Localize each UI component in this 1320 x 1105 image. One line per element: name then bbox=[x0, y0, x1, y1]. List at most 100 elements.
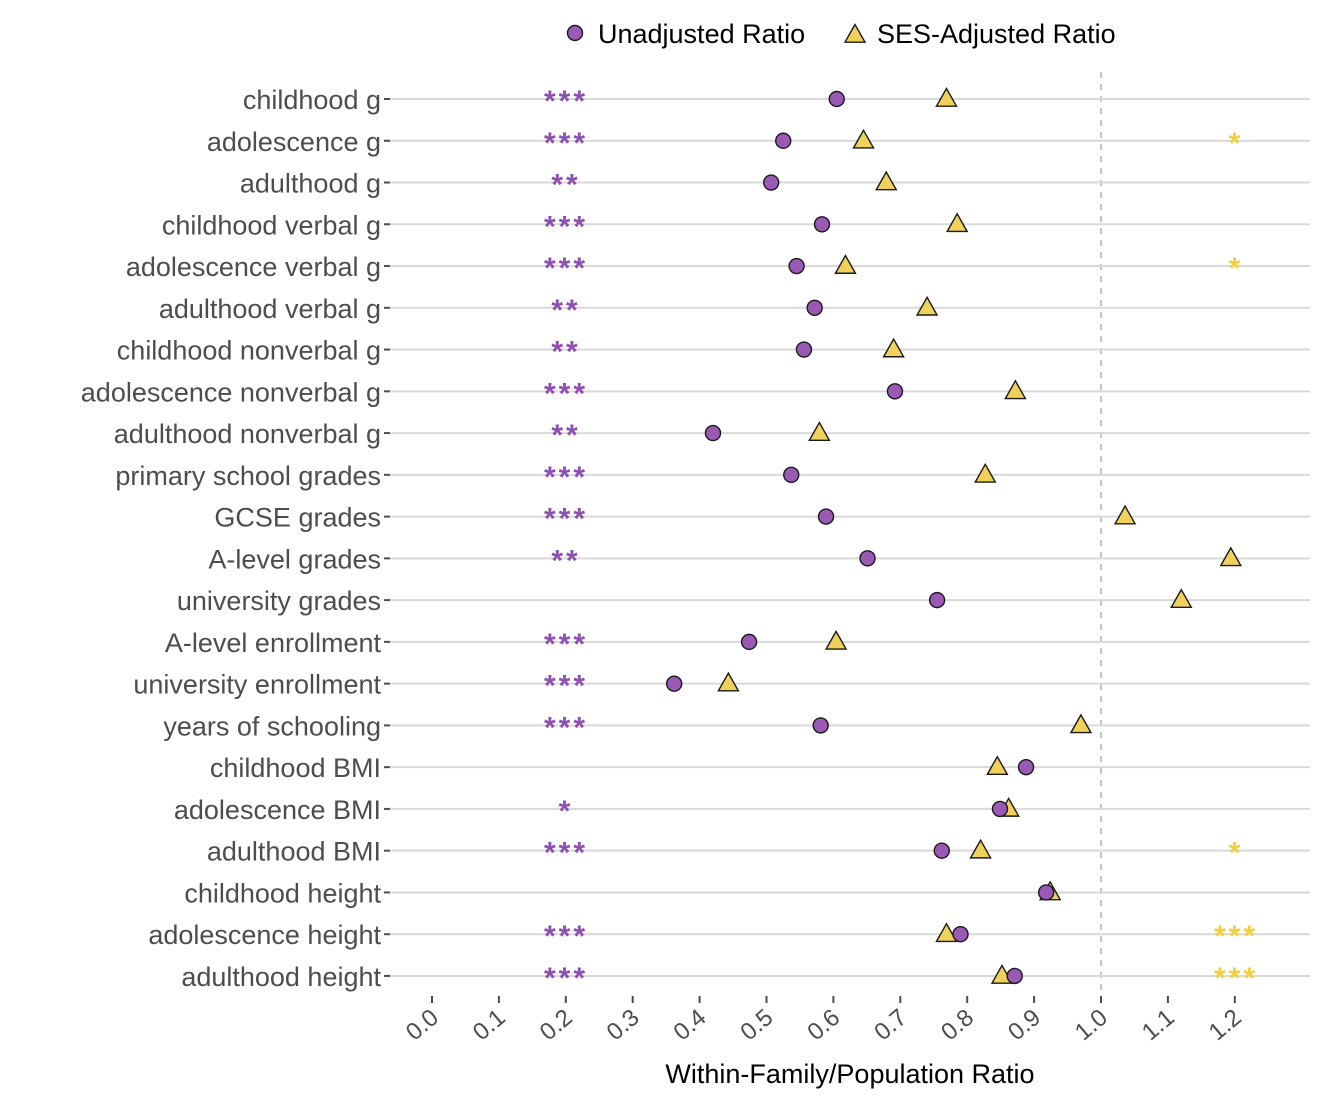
x-tick-label: 1.1 bbox=[1137, 1004, 1180, 1046]
x-axis: 0.0 0.1 0.2 0.3 0.4 0.5 0.6 0.7 0.8 0.9 1.0 1.1 1.2 bbox=[401, 996, 1247, 1046]
unadjusted-ratio-point bbox=[665, 675, 683, 692]
significance-unadjusted: * bbox=[559, 795, 574, 828]
adjusted-ratio-point bbox=[986, 755, 1009, 776]
significance-unadjusted: *** bbox=[544, 85, 588, 118]
unadjusted-ratio-point bbox=[704, 424, 722, 442]
unadjusted-ratio-point bbox=[1006, 967, 1023, 985]
significance-unadjusted: ** bbox=[551, 294, 580, 327]
significance-adjusted: * bbox=[1229, 127, 1244, 160]
unadjusted-ratio-point bbox=[952, 926, 969, 943]
adjusted-ratio-point bbox=[852, 128, 875, 149]
significance-markers: ****************************************… bbox=[544, 85, 1258, 995]
x-tick-label: 1.0 bbox=[1070, 1004, 1113, 1046]
adjusted-ratio-point bbox=[1069, 713, 1093, 734]
significance-unadjusted: *** bbox=[544, 252, 588, 285]
adjusted-ratio-point bbox=[969, 838, 992, 859]
x-tick-label: 0.7 bbox=[869, 1004, 912, 1046]
legend-adjusted-marker bbox=[843, 23, 867, 43]
adjusted-ratio-point bbox=[935, 87, 958, 107]
significance-unadjusted: ** bbox=[551, 419, 580, 452]
category-label: childhood verbal g bbox=[162, 210, 381, 240]
category-label: adulthood BMI bbox=[207, 837, 381, 867]
unadjusted-ratio-point bbox=[1017, 758, 1035, 776]
adjusted-ratio-point bbox=[1004, 379, 1027, 400]
x-tick-label: 0.0 bbox=[401, 1004, 444, 1046]
category-label: adolescence g bbox=[207, 127, 381, 157]
category-label: A-level grades bbox=[208, 544, 381, 574]
adjusted-ratio-point bbox=[1219, 546, 1242, 567]
category-label: adolescence verbal g bbox=[126, 252, 381, 282]
unadjusted-ratio-point bbox=[806, 299, 823, 316]
unadjusted-ratio-point bbox=[795, 341, 813, 358]
adjusted-ratio-point bbox=[945, 212, 969, 233]
legend-adjusted-label: SES-Adjusted Ratio bbox=[877, 19, 1116, 49]
x-tick-label: 0.6 bbox=[802, 1004, 845, 1046]
category-label: childhood g bbox=[243, 85, 381, 115]
significance-unadjusted: *** bbox=[544, 837, 588, 870]
category-label: adulthood height bbox=[181, 962, 381, 992]
significance-unadjusted: ** bbox=[551, 169, 580, 202]
x-tick-label: 0.1 bbox=[468, 1004, 511, 1046]
unadjusted-ratio-point bbox=[828, 90, 845, 108]
category-label: childhood BMI bbox=[210, 753, 381, 783]
adjusted-ratio-point bbox=[1170, 588, 1193, 609]
significance-unadjusted: *** bbox=[544, 628, 588, 661]
unadjusted-ratio-point bbox=[775, 132, 792, 149]
unadjusted-ratio-point bbox=[991, 800, 1009, 818]
category-label: A-level enrollment bbox=[165, 628, 382, 658]
significance-adjusted: * bbox=[1229, 837, 1244, 870]
significance-adjusted: *** bbox=[1214, 962, 1258, 995]
legend: Unadjusted Ratio SES-Adjusted Ratio bbox=[566, 19, 1116, 49]
significance-unadjusted: *** bbox=[544, 127, 588, 160]
category-label: adolescence BMI bbox=[174, 795, 381, 825]
adjusted-ratio-point bbox=[834, 254, 857, 274]
category-label: adulthood g bbox=[240, 169, 381, 199]
unadjusted-ratio-point bbox=[886, 383, 904, 400]
significance-unadjusted: *** bbox=[544, 962, 588, 995]
x-tick-label: 0.9 bbox=[1003, 1004, 1046, 1046]
unadjusted-ratio-point bbox=[812, 717, 829, 734]
unadjusted-ratio-point bbox=[817, 508, 835, 525]
significance-unadjusted: *** bbox=[544, 503, 588, 536]
adjusted-ratio-point bbox=[875, 170, 898, 191]
unadjusted-ratio-point bbox=[859, 550, 876, 567]
unadjusted-ratio-point bbox=[1037, 884, 1055, 901]
significance-unadjusted: *** bbox=[544, 920, 588, 953]
category-label: adulthood nonverbal g bbox=[114, 419, 381, 449]
x-tick-label: 0.3 bbox=[602, 1004, 645, 1046]
significance-unadjusted: *** bbox=[544, 670, 588, 703]
x-tick-label: 0.5 bbox=[735, 1004, 778, 1046]
adjusted-ratio-point bbox=[882, 337, 905, 358]
legend-unadjusted-marker bbox=[566, 24, 584, 42]
adjusted-ratio-point bbox=[824, 629, 848, 650]
category-label: adolescence nonverbal g bbox=[81, 377, 381, 407]
significance-unadjusted: *** bbox=[544, 711, 588, 744]
adjusted-ratio-point bbox=[974, 462, 997, 483]
adjusted-ratio-point bbox=[717, 671, 740, 692]
x-tick-label: 0.8 bbox=[936, 1004, 979, 1046]
unadjusted-ratio-point bbox=[788, 257, 805, 275]
adjusted-ratio-point bbox=[1113, 504, 1137, 525]
category-label: childhood height bbox=[184, 878, 381, 908]
category-label: adolescence height bbox=[148, 920, 381, 950]
category-label: years of schooling bbox=[163, 711, 381, 741]
significance-unadjusted: ** bbox=[551, 336, 580, 369]
unadjusted-ratio-point bbox=[740, 633, 758, 651]
legend-unadjusted-label: Unadjusted Ratio bbox=[598, 19, 805, 49]
adjusted-ratio-point bbox=[915, 295, 939, 316]
adjusted-ratio-point bbox=[935, 922, 958, 943]
significance-adjusted: *** bbox=[1214, 920, 1258, 953]
adjusted-ratio-point bbox=[808, 421, 831, 441]
data-points bbox=[665, 87, 1242, 985]
category-label: childhood nonverbal g bbox=[117, 336, 381, 366]
unadjusted-ratio-point bbox=[813, 216, 831, 233]
x-tick-label: 0.4 bbox=[669, 1004, 712, 1046]
unadjusted-ratio-point bbox=[783, 466, 800, 484]
unadjusted-ratio-point bbox=[928, 591, 946, 609]
category-labels: childhood g adolescence g adulthood g child… bbox=[81, 85, 382, 992]
unadjusted-ratio-point bbox=[933, 842, 950, 859]
significance-unadjusted: *** bbox=[544, 377, 588, 410]
x-tick-label: 1.2 bbox=[1204, 1004, 1247, 1046]
